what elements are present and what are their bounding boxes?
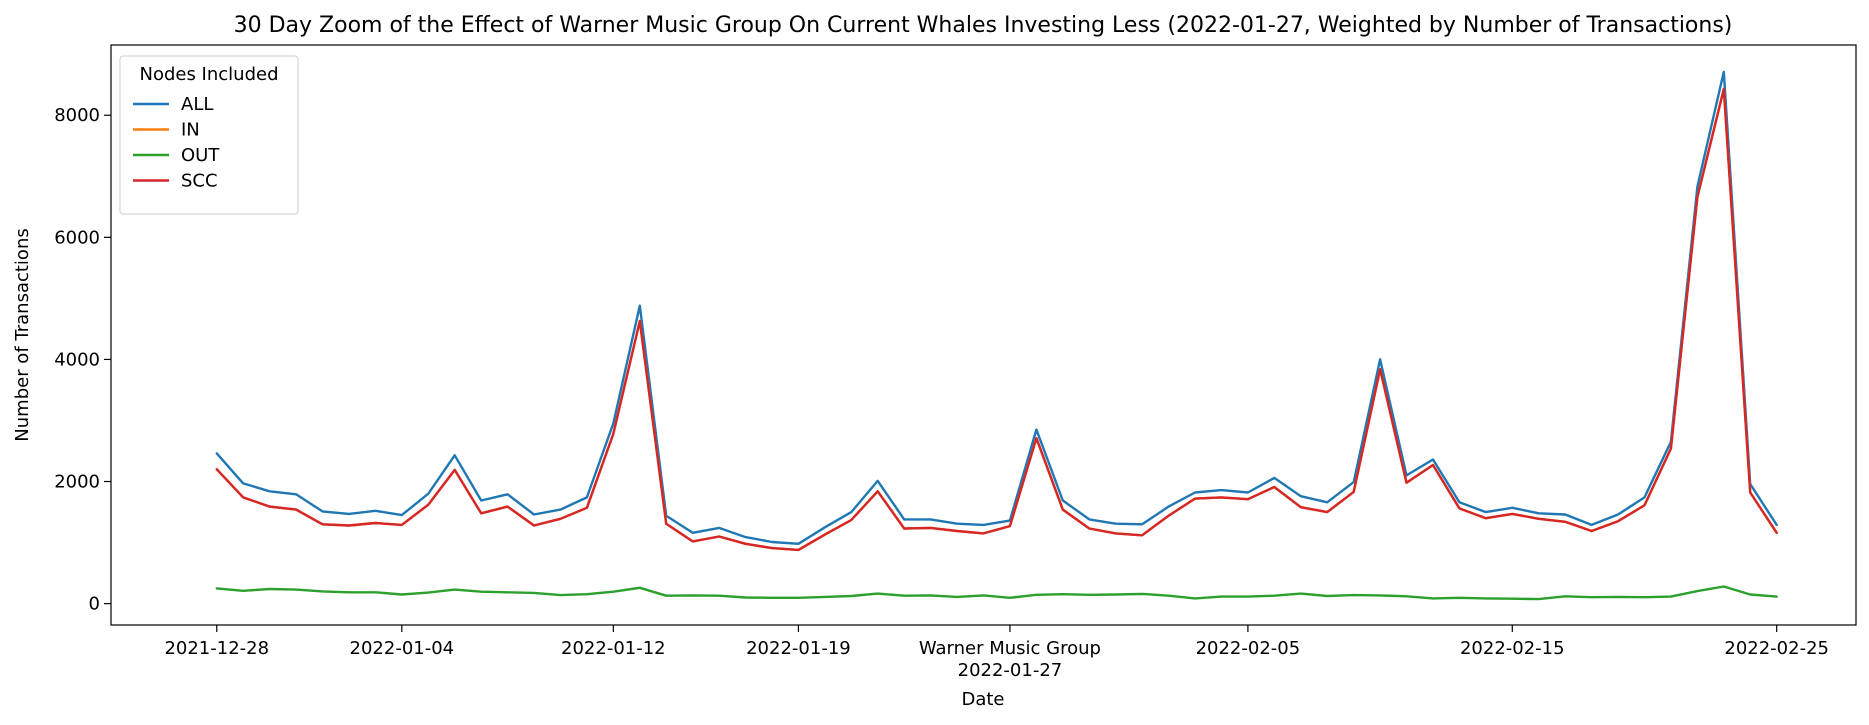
legend-label-scc: SCC bbox=[181, 171, 218, 192]
y-axis-label: Number of Transactions bbox=[12, 228, 33, 441]
legend-title: Nodes Included bbox=[139, 64, 278, 85]
legend: Nodes Included ALL IN OUT SCC bbox=[119, 55, 299, 215]
series-line-all bbox=[215, 70, 1778, 545]
x-tick-label: 2022-02-25 bbox=[1724, 638, 1829, 659]
y-tick-label: 0 bbox=[89, 594, 100, 615]
series-line-out bbox=[215, 585, 1778, 601]
chart-title: 30 Day Zoom of the Effect of Warner Musi… bbox=[234, 13, 1733, 38]
y-tick-label: 8000 bbox=[54, 105, 100, 126]
x-axis-label: Date bbox=[961, 689, 1004, 710]
x-tick-label: Warner Music Group 2022-01-27 bbox=[919, 638, 1101, 681]
plot-area bbox=[110, 44, 1857, 626]
y-axis: 0 2000 4000 6000 8000 bbox=[54, 105, 111, 615]
y-tick-label: 2000 bbox=[54, 472, 100, 493]
legend-label-out: OUT bbox=[181, 145, 220, 166]
legend-label-in: IN bbox=[181, 120, 200, 141]
x-tick-label: 2022-01-19 bbox=[746, 638, 851, 659]
x-tick-label: 2022-02-05 bbox=[1196, 638, 1301, 659]
legend-box bbox=[119, 55, 299, 215]
series-line-scc bbox=[215, 87, 1778, 552]
x-tick-label: 2022-01-12 bbox=[561, 638, 666, 659]
x-axis: 2021-12-28 2022-01-04 2022-01-12 2022-01-19… bbox=[164, 625, 1829, 681]
y-tick-label: 4000 bbox=[54, 349, 100, 370]
x-tick-label: 2022-02-15 bbox=[1460, 638, 1565, 659]
legend-label-all: ALL bbox=[181, 94, 213, 115]
y-tick-label: 6000 bbox=[54, 227, 100, 248]
x-tick-label: 2022-01-04 bbox=[350, 638, 455, 659]
x-tick-label: 2021-12-28 bbox=[164, 638, 269, 659]
series-lines bbox=[215, 70, 1778, 601]
